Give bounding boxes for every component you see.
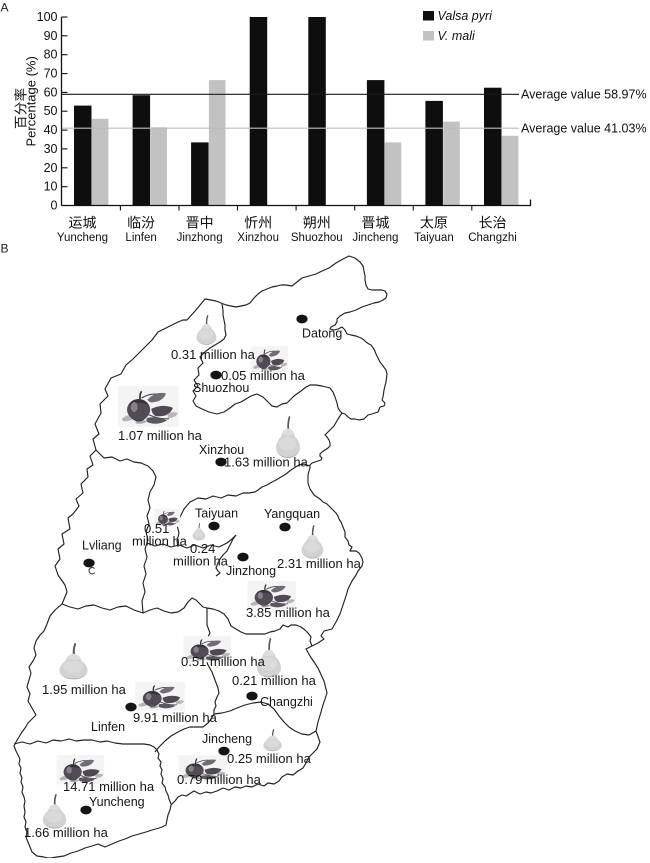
svg-text:90: 90 — [44, 29, 58, 43]
svg-text:0.79 million ha: 0.79 million ha — [177, 772, 262, 787]
svg-text:1.66 million ha: 1.66 million ha — [24, 825, 109, 840]
svg-text:Linfen: Linfen — [125, 232, 156, 244]
svg-text:Yuncheng: Yuncheng — [89, 795, 145, 809]
svg-text:50: 50 — [44, 104, 58, 118]
svg-text:Taiyuan: Taiyuan — [414, 232, 454, 244]
svg-text:0: 0 — [51, 199, 58, 213]
svg-text:2.31 million ha: 2.31 million ha — [277, 556, 362, 571]
svg-text:Average value 41.03%: Average value 41.03% — [521, 122, 647, 136]
svg-text:Shuozhou: Shuozhou — [193, 381, 249, 395]
svg-text:0.24: 0.24 — [190, 541, 215, 556]
svg-text:9.91 million ha: 9.91 million ha — [133, 710, 218, 725]
svg-text:1.63 million ha: 1.63 million ha — [224, 455, 309, 470]
svg-text:40: 40 — [44, 123, 58, 137]
svg-text:80: 80 — [44, 48, 58, 62]
svg-text:million ha: million ha — [173, 554, 229, 569]
svg-text:B: B — [1, 242, 9, 256]
svg-text:Taiyuan: Taiyuan — [195, 507, 238, 521]
svg-text:Percentage (%): Percentage (%) — [24, 56, 39, 146]
svg-text:0.51 million ha: 0.51 million ha — [181, 654, 266, 669]
svg-text:1.95 million ha: 1.95 million ha — [42, 682, 127, 697]
svg-text:Changzhi: Changzhi — [260, 695, 313, 709]
svg-text:Shuozhou: Shuozhou — [291, 232, 343, 244]
svg-text:Average value 58.97%: Average value 58.97% — [521, 88, 647, 102]
svg-text:Jincheng: Jincheng — [352, 232, 398, 244]
svg-text:Valsa pyri: Valsa pyri — [438, 9, 494, 23]
svg-text:0.25 million ha: 0.25 million ha — [227, 751, 312, 766]
svg-text:0.21 million ha: 0.21 million ha — [232, 673, 317, 688]
svg-text:0.51: 0.51 — [144, 521, 169, 536]
svg-text:Lvliang: Lvliang — [82, 539, 122, 553]
svg-text:million ha: million ha — [132, 534, 188, 549]
svg-text:0.05 million ha: 0.05 million ha — [221, 368, 306, 383]
svg-text:100: 100 — [37, 10, 58, 24]
svg-text:Jinzhong: Jinzhong — [177, 232, 223, 244]
svg-text:70: 70 — [44, 67, 58, 81]
svg-text:Jincheng: Jincheng — [202, 732, 252, 746]
svg-text:Xinzhou: Xinzhou — [199, 443, 244, 457]
svg-text:14.71 million ha: 14.71 million ha — [63, 779, 155, 794]
svg-text:30: 30 — [44, 142, 58, 156]
svg-text:10: 10 — [44, 180, 58, 194]
svg-text:V. mali: V. mali — [438, 29, 476, 43]
svg-text:1.07 million ha: 1.07 million ha — [118, 428, 203, 443]
svg-text:Yangquan: Yangquan — [264, 507, 320, 521]
svg-text:0.31 million ha: 0.31 million ha — [171, 347, 256, 362]
svg-text:Yuncheng: Yuncheng — [57, 232, 108, 244]
svg-text:3.85 million ha: 3.85 million ha — [246, 605, 331, 620]
svg-text:Linfen: Linfen — [91, 720, 125, 734]
svg-text:Datong: Datong — [302, 327, 342, 341]
svg-text:Changzhi: Changzhi — [468, 232, 517, 244]
svg-text:60: 60 — [44, 85, 58, 99]
svg-text:A: A — [1, 1, 9, 15]
svg-text:Xinzhou: Xinzhou — [237, 232, 279, 244]
svg-text:Jinzhong: Jinzhong — [226, 564, 276, 578]
svg-text:20: 20 — [44, 161, 58, 175]
